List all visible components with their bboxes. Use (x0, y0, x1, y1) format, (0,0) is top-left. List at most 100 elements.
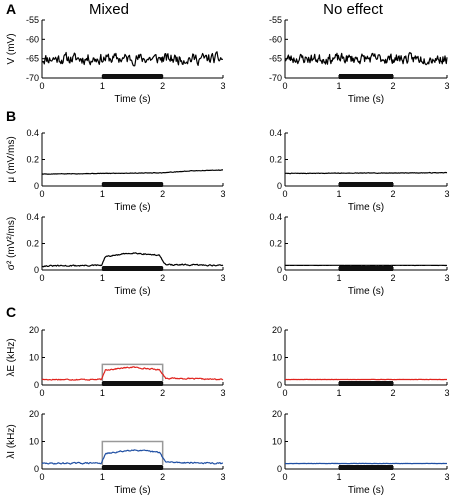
y-tick-label: -65 (269, 54, 282, 64)
stimulus-bar (102, 381, 163, 386)
chart-c-lami-noeffect: 20 10 00 1 2 3 Time (s) (272, 409, 450, 496)
x-tick-label: 0 (282, 388, 287, 398)
x-tick-label: 2 (390, 388, 395, 398)
y-tick-label: 10 (29, 353, 39, 363)
x-tick-label: 0 (39, 388, 44, 398)
y-tick-label: 0.2 (269, 155, 282, 165)
y-axis-label: σ² (mV²/ms) (6, 217, 17, 270)
input-rate-box (101, 363, 164, 381)
x-axis-label: Time (s) (114, 94, 150, 105)
x-tick-label: 3 (444, 81, 449, 91)
y-tick-label: -70 (26, 73, 39, 83)
series-line (41, 51, 223, 67)
x-tick-label: 2 (390, 472, 395, 482)
x-tick-label: 0 (282, 273, 287, 283)
chart-b-mu-mixed: 0.4 0.2 00 1 2 3 Time (s) μ (mV/ms) (6, 128, 226, 213)
column-title-no-effect: No effect (323, 1, 384, 18)
x-tick-label: 2 (160, 273, 165, 283)
stimulus-bar (339, 465, 393, 470)
x-tick-label: 1 (336, 472, 341, 482)
panel-letter-a: A (6, 1, 16, 17)
x-tick-label: 0 (282, 189, 287, 199)
x-tick-label: 2 (160, 472, 165, 482)
column-title-mixed: Mixed (89, 1, 129, 18)
y-tick-label: -70 (269, 73, 282, 83)
x-tick-label: 3 (220, 189, 225, 199)
series-line (285, 51, 448, 66)
y-tick-label: 0.4 (26, 212, 39, 222)
x-tick-label: 0 (39, 472, 44, 482)
x-tick-label: 3 (444, 388, 449, 398)
y-tick-label: 0.4 (26, 128, 39, 138)
panel-letter-c: C (6, 304, 16, 320)
x-tick-label: 3 (444, 273, 449, 283)
y-tick-label: 20 (272, 325, 282, 335)
chart-c-lame-noeffect: 20 10 00 1 2 3 (272, 325, 450, 398)
x-tick-label: 3 (220, 81, 225, 91)
chart-a-noeffect: -55 -60 -65 -700 1 2 3 Time (s) (269, 15, 450, 105)
x-tick-label: 1 (100, 388, 105, 398)
x-axis-label: Time (s) (348, 94, 384, 105)
x-axis-label: Time (s) (114, 485, 150, 496)
chart-b-sigma-noeffect: 0.4 0.2 00 1 2 3 Time (s) (269, 212, 449, 297)
x-tick-label: 2 (390, 81, 395, 91)
x-axis-label: Time (s) (348, 485, 384, 496)
y-tick-label: 10 (272, 353, 282, 363)
input-rate-box (101, 440, 164, 465)
y-tick-label: 0 (34, 380, 39, 390)
chart-c-lame-mixed: 20 10 00 1 2 3 λE (kHz) (6, 325, 226, 398)
x-axis-label: Time (s) (114, 202, 150, 213)
x-tick-label: 3 (220, 273, 225, 283)
chart-a-mixed: -55 -60 -65 -700 1 2 3 Time (s) V (mV) (6, 15, 226, 105)
y-tick-label: 0 (277, 181, 282, 191)
x-tick-label: 1 (336, 81, 341, 91)
x-tick-label: 1 (100, 189, 105, 199)
stimulus-bar (102, 182, 163, 187)
series-line (41, 252, 224, 268)
y-axis-label: μ (mV/ms) (6, 136, 17, 182)
series-line (41, 449, 224, 465)
y-axis-label: λE (kHz) (6, 338, 17, 376)
x-tick-label: 0 (282, 81, 287, 91)
x-tick-label: 0 (39, 189, 44, 199)
chart-b-sigma-mixed: 0.4 0.2 00 1 2 3 Time (s) σ² (mV²/ms) (6, 212, 226, 297)
y-tick-label: -65 (26, 54, 39, 64)
y-tick-label: 0 (277, 265, 282, 275)
x-tick-label: 1 (100, 81, 105, 91)
chart-b-mu-noeffect: 0.4 0.2 00 1 2 3 Time (s) (269, 128, 449, 213)
stimulus-bar (339, 266, 393, 271)
y-tick-label: 0 (277, 380, 282, 390)
series-line (41, 169, 223, 175)
x-tick-label: 2 (160, 388, 165, 398)
x-axis-label: Time (s) (348, 202, 384, 213)
y-tick-label: 0 (34, 464, 39, 474)
panel-letter-b: B (6, 108, 16, 124)
x-tick-label: 3 (220, 388, 225, 398)
y-tick-label: 20 (272, 409, 282, 419)
x-tick-label: 0 (39, 81, 44, 91)
x-tick-label: 0 (39, 273, 44, 283)
x-tick-label: 1 (336, 273, 341, 283)
x-tick-label: 3 (444, 472, 449, 482)
series-line (284, 171, 448, 175)
stimulus-bar (339, 74, 393, 79)
stimulus-bar (102, 266, 163, 271)
stimulus-bar (339, 381, 393, 386)
y-tick-label: 0 (277, 464, 282, 474)
y-tick-label: 10 (272, 437, 282, 447)
y-axis-label: V (mV) (6, 33, 17, 64)
stimulus-bar (102, 465, 163, 470)
y-tick-label: 10 (29, 437, 39, 447)
y-tick-label: 20 (29, 325, 39, 335)
x-tick-label: 2 (160, 81, 165, 91)
x-tick-label: 2 (390, 273, 395, 283)
x-axis-label: Time (s) (114, 286, 150, 297)
y-tick-label: 0.4 (269, 212, 282, 222)
x-tick-label: 3 (444, 189, 449, 199)
x-tick-label: 1 (100, 273, 105, 283)
x-tick-label: 1 (100, 472, 105, 482)
x-tick-label: 1 (336, 189, 341, 199)
chart-c-lami-mixed: 20 10 00 1 2 3 Time (s) λI (kHz) (6, 409, 226, 496)
y-tick-label: 0.4 (269, 128, 282, 138)
